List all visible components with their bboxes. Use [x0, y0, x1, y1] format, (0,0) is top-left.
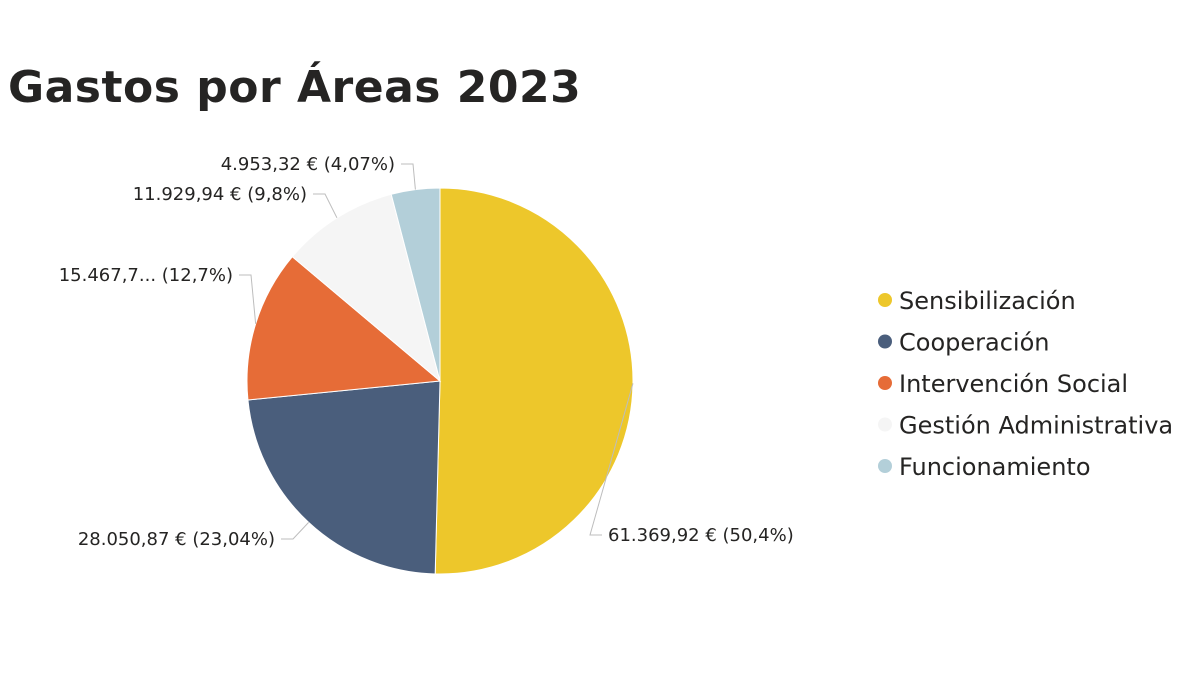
chart-title: Gastos por Áreas 2023: [8, 62, 582, 113]
legend-label-funcionamiento[interactable]: Funcionamiento: [899, 453, 1091, 481]
legend-marker-intervencion-social: [878, 376, 892, 390]
legend-label-intervencion-social[interactable]: Intervención Social: [899, 370, 1128, 398]
legend-marker-gestion-administrativa: [878, 417, 892, 432]
legend-marker-sensibilizacion: [878, 293, 892, 307]
leader-line-intervencion-social: [239, 274, 257, 324]
leader-line-sensibilizacion: [589, 383, 634, 536]
legend-marker-funcionamiento: [878, 459, 892, 473]
data-label-intervencion-social: 15.467,7... (12,7%): [59, 265, 233, 286]
chart-legend: Sensibilización Cooperación Intervención S…: [878, 287, 1173, 481]
leader-line-cooperacion: [281, 522, 309, 540]
leader-line-gestion-administrativa: [313, 193, 338, 219]
legend-label-cooperacion[interactable]: Cooperación: [899, 329, 1049, 357]
data-label-cooperacion: 28.050,87 € (23,04%): [78, 529, 275, 550]
data-label-sensibilizacion: 61.369,92 € (50,4%): [608, 525, 794, 546]
data-label-gestion-administrativa: 11.929,94 € (9,8%): [133, 184, 307, 205]
data-label-funcionamiento: 4.953,32 € (4,07%): [221, 154, 395, 175]
pie-slice-sensibilizacion[interactable]: [434, 187, 634, 575]
pie-slice-cooperacion[interactable]: [247, 380, 441, 575]
legend-marker-cooperacion: [878, 334, 892, 349]
legend-label-gestion-administrativa[interactable]: Gestión Administrativa: [899, 412, 1173, 440]
leader-line-funcionamiento: [401, 163, 416, 190]
legend-label-sensibilizacion[interactable]: Sensibilización: [899, 287, 1076, 315]
pie-slice-funcionamiento[interactable]: [390, 187, 441, 382]
